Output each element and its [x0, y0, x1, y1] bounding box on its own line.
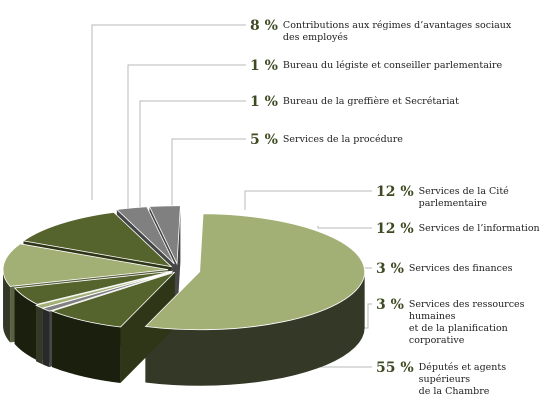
label-rh: 3 % Services des ressources humaines et de… [376, 298, 550, 347]
category-label-procedure: Services de la procédure [283, 134, 403, 146]
slice-side-legiste [42, 308, 50, 368]
category-line: de la Chambre [418, 386, 490, 397]
leader-line-information [317, 226, 372, 229]
label-finances: 3 % Services des finances [376, 262, 513, 276]
category-label-finances: Services des finances [409, 263, 513, 275]
category-line: des employés [282, 32, 348, 43]
category-line: Services des finances [408, 263, 513, 274]
leader-line-legiste [127, 64, 246, 214]
category-label-contrib: Contributions aux régimes d’avantages so… [283, 20, 511, 44]
label-contrib: 8 % Contributions aux régimes d’avantages… [250, 19, 511, 44]
label-procedure: 5 % Services de la procédure [250, 133, 403, 147]
slice-finances [115, 206, 175, 265]
category-label-rh: Services des ressources humaines et de la… [409, 299, 550, 347]
percent-label-greffiere: 1 % [250, 94, 278, 110]
slice-contrib [50, 271, 175, 328]
slice-legiste [41, 271, 173, 312]
slice-side-contrib [52, 311, 121, 384]
label-information: 12 % Services de l’information [376, 222, 540, 236]
percent-label-procedure: 5 % [250, 132, 278, 148]
category-line: Services des ressources humaines [408, 299, 525, 322]
percent-label-cite: 12 % [376, 184, 414, 200]
slice-side-greffiere [36, 305, 43, 365]
slice-procedure [13, 270, 173, 305]
category-line: Bureau du légiste et conseiller parlemen… [282, 60, 503, 71]
leader-line-procedure [171, 138, 246, 210]
label-greffiere: 1 % Bureau de la greffière et Secrétariat [250, 95, 459, 109]
category-line: et de la planification corporative [408, 323, 508, 346]
category-line: Services de la Cité parlementaire [418, 186, 509, 209]
percent-label-finances: 3 % [376, 261, 404, 277]
leader-line-greffiere [139, 100, 246, 214]
percent-label-legiste: 1 % [250, 58, 278, 74]
category-line: Services de l’information [418, 223, 540, 234]
percent-label-rh: 3 % [376, 297, 404, 313]
category-label-greffiere: Bureau de la greffière et Secrétariat [283, 96, 459, 108]
leader-line-contrib [91, 24, 246, 200]
category-label-legiste: Bureau du légiste et conseiller parlemen… [283, 60, 502, 72]
slice-side-cite [3, 269, 11, 343]
slice-information [22, 211, 173, 268]
percent-label-deputes: 55 % [376, 360, 414, 376]
slice-rh [148, 205, 181, 266]
slice-deputes [144, 213, 366, 331]
label-cite: 12 % Services de la Cité parlementaire [376, 185, 550, 210]
category-line: Députés et agents supérieurs [418, 362, 507, 385]
category-label-information: Services de l’information [419, 223, 540, 235]
slice-face-rh [176, 205, 181, 320]
leader-line-cite [244, 190, 372, 210]
label-deputes: 55 % Députés et agents supérieurs de la Ch… [376, 361, 550, 398]
category-line: Bureau de la greffière et Secrétariat [282, 96, 459, 107]
category-label-cite: Services de la Cité parlementaire [419, 186, 550, 210]
category-label-deputes: Députés et agents supérieurs de la Chambr… [419, 362, 550, 398]
slice-side-procedure [14, 287, 38, 361]
category-line: Services de la procédure [282, 134, 403, 145]
category-line: Contributions aux régimes d’avantages so… [282, 20, 512, 31]
label-legiste: 1 % Bureau du légiste et conseiller parle… [250, 59, 502, 73]
percent-label-contrib: 8 % [250, 18, 278, 34]
slice-side-deputes [145, 272, 365, 386]
slice-cite [2, 243, 169, 287]
percent-label-information: 12 % [376, 221, 414, 237]
